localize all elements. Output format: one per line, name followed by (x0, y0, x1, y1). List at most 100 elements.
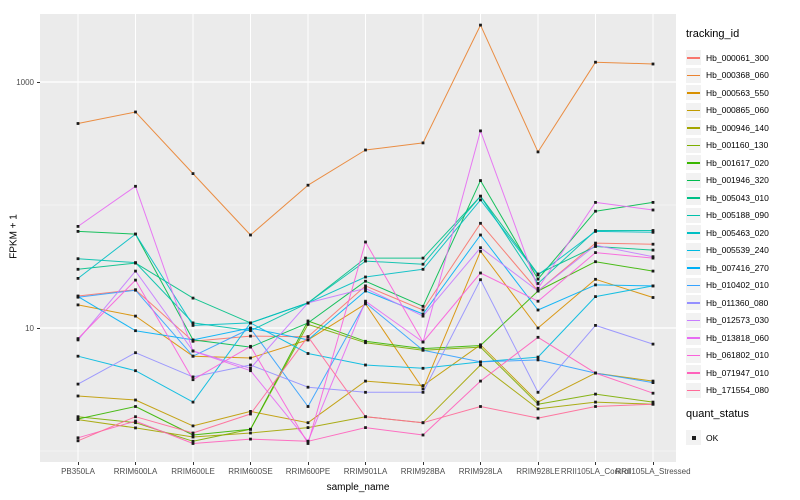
data-point[interactable] (364, 287, 367, 290)
data-point[interactable] (134, 369, 137, 373)
legend-item-Hb_000368_060[interactable]: Hb_000368_060 (684, 67, 800, 85)
data-point[interactable] (306, 321, 310, 325)
legend-item-Hb_001946_320[interactable]: Hb_001946_320 (684, 172, 800, 190)
data-point[interactable] (364, 379, 367, 383)
data-point[interactable] (191, 378, 195, 382)
data-point[interactable] (594, 324, 597, 327)
data-point[interactable] (479, 249, 482, 253)
data-point[interactable] (479, 271, 482, 275)
data-point[interactable] (421, 384, 425, 387)
data-point[interactable] (191, 321, 195, 325)
data-point[interactable] (191, 431, 195, 435)
data-point[interactable] (651, 400, 655, 404)
data-point[interactable] (594, 295, 597, 298)
data-point[interactable] (134, 261, 137, 264)
data-point[interactable] (191, 349, 195, 353)
data-point[interactable] (479, 194, 482, 198)
data-point[interactable] (364, 415, 367, 419)
data-point[interactable] (536, 355, 540, 359)
data-point[interactable] (249, 356, 252, 360)
data-point[interactable] (134, 351, 137, 355)
data-point[interactable] (134, 269, 137, 273)
data-point[interactable] (651, 248, 655, 252)
data-point[interactable] (651, 230, 655, 234)
data-point[interactable] (594, 283, 597, 287)
data-point[interactable] (364, 301, 367, 305)
data-point[interactable] (76, 436, 80, 440)
data-point[interactable] (76, 439, 80, 443)
data-point[interactable] (249, 369, 252, 373)
data-point[interactable] (651, 201, 655, 204)
legend-item-Hb_001617_020[interactable]: Hb_001617_020 (684, 154, 800, 172)
data-point[interactable] (306, 439, 310, 443)
data-point[interactable] (421, 387, 425, 391)
data-point[interactable] (479, 360, 482, 364)
data-point[interactable] (479, 379, 482, 383)
data-point[interactable] (479, 129, 482, 133)
data-point[interactable] (536, 150, 540, 154)
data-point[interactable] (249, 363, 252, 367)
data-point[interactable] (76, 267, 80, 271)
data-point[interactable] (536, 358, 540, 362)
data-point[interactable] (479, 278, 482, 282)
data-point[interactable] (306, 421, 310, 425)
data-point[interactable] (479, 344, 482, 347)
data-point[interactable] (421, 390, 425, 394)
data-point[interactable] (76, 303, 80, 307)
data-point[interactable] (421, 347, 425, 350)
data-point[interactable] (421, 304, 425, 308)
data-point[interactable] (651, 342, 655, 346)
data-point[interactable] (134, 184, 137, 188)
data-point[interactable] (594, 260, 597, 264)
data-point[interactable] (651, 284, 655, 288)
data-point[interactable] (134, 419, 137, 423)
data-point[interactable] (134, 398, 137, 402)
legend-item-Hb_005188_090[interactable]: Hb_005188_090 (684, 207, 800, 225)
data-point[interactable] (479, 221, 482, 225)
data-point[interactable] (421, 433, 425, 437)
data-point[interactable] (421, 312, 425, 316)
data-point[interactable] (421, 262, 425, 266)
data-point[interactable] (249, 410, 252, 413)
data-point[interactable] (536, 289, 540, 293)
data-point[interactable] (249, 334, 252, 338)
data-point[interactable] (364, 256, 367, 260)
data-point[interactable] (76, 394, 80, 398)
data-point[interactable] (594, 371, 597, 375)
data-point[interactable] (76, 122, 80, 125)
data-point[interactable] (249, 431, 252, 435)
data-point[interactable] (594, 201, 597, 204)
data-point[interactable] (594, 209, 597, 213)
data-point[interactable] (651, 269, 655, 273)
legend-item-Hb_071947_010[interactable]: Hb_071947_010 (684, 364, 800, 382)
data-point[interactable] (364, 148, 367, 152)
legend-item-Hb_012573_030[interactable]: Hb_012573_030 (684, 312, 800, 330)
data-point[interactable] (191, 324, 195, 327)
data-point[interactable] (134, 421, 137, 425)
data-point[interactable] (76, 354, 80, 358)
legend-item-Hb_007416_270[interactable]: Hb_007416_270 (684, 259, 800, 277)
data-point[interactable] (134, 232, 137, 236)
legend-item-Hb_000946_140[interactable]: Hb_000946_140 (684, 119, 800, 137)
legend-item-Hb_000061_300[interactable]: Hb_000061_300 (684, 49, 800, 67)
data-point[interactable] (479, 198, 482, 202)
data-point[interactable] (306, 323, 310, 326)
data-point[interactable] (306, 338, 310, 342)
data-point[interactable] (479, 179, 482, 182)
data-point[interactable] (306, 352, 310, 355)
data-point[interactable] (306, 426, 310, 429)
data-point[interactable] (421, 308, 425, 312)
data-point[interactable] (364, 275, 367, 279)
data-point[interactable] (76, 277, 80, 280)
data-point[interactable] (479, 246, 482, 250)
data-point[interactable] (191, 442, 195, 445)
data-point[interactable] (134, 405, 137, 408)
data-point[interactable] (364, 279, 367, 283)
data-point[interactable] (306, 405, 310, 408)
data-point[interactable] (191, 338, 195, 342)
data-point[interactable] (594, 243, 597, 247)
data-point[interactable] (651, 242, 655, 246)
data-point[interactable] (536, 273, 540, 277)
data-point[interactable] (421, 141, 425, 145)
data-point[interactable] (76, 382, 80, 386)
